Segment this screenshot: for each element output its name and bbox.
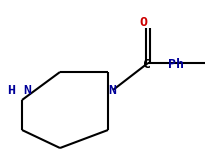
Text: C: C <box>143 59 151 72</box>
Text: H N: H N <box>8 83 32 96</box>
Text: O: O <box>139 15 147 29</box>
Text: Ph: Ph <box>168 59 184 72</box>
Text: N: N <box>108 83 116 96</box>
